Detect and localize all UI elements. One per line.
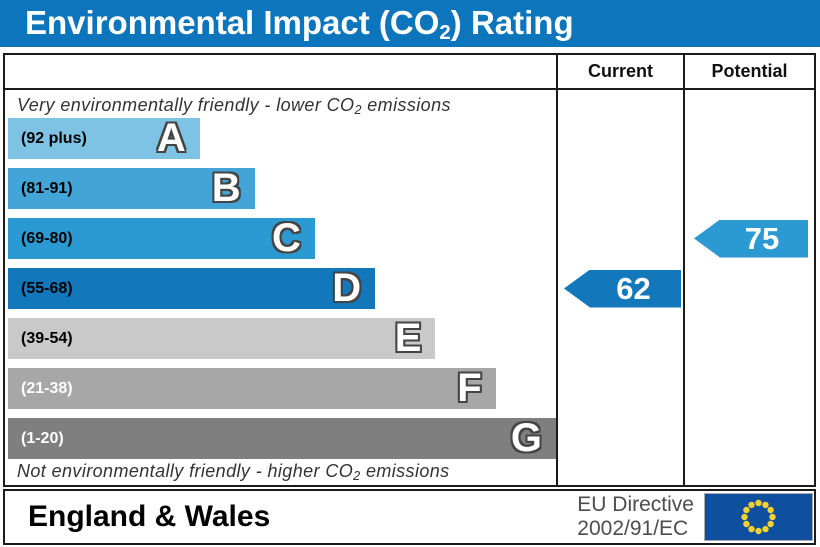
band-range-label: (92 plus) bbox=[21, 129, 87, 147]
current-rating-arrow: 62 bbox=[564, 269, 681, 308]
bottom-annotation: Not environmentally friendly - higher CO… bbox=[17, 461, 450, 483]
column-divider-potential bbox=[683, 55, 685, 485]
co2-subscript: 2 bbox=[354, 102, 362, 117]
top-annotation: Very environmentally friendly - lower CO… bbox=[17, 95, 451, 117]
column-header-potential: Potential bbox=[711, 61, 788, 81]
title-bar: Environmental Impact (CO2) Rating bbox=[0, 0, 820, 47]
potential-rating-arrow: 75 bbox=[694, 219, 808, 258]
bottom-annotation-text: Not environmentally friendly - higher CO bbox=[17, 461, 354, 481]
band-f: (21-38) F bbox=[8, 368, 496, 409]
co2-subscript: 2 bbox=[439, 20, 451, 44]
co2-subscript: 2 bbox=[353, 468, 361, 483]
band-letter: F bbox=[457, 366, 482, 410]
band-letter: A bbox=[156, 116, 186, 160]
page-title: Environmental Impact (CO2) Rating bbox=[25, 0, 574, 47]
top-annotation-text-end: emissions bbox=[361, 95, 451, 115]
eu-directive-line2: 2002/91/EC bbox=[577, 517, 689, 540]
bands: (92 plus) A (81-91) B (69-80) C (55-68) D (39-54… bbox=[8, 90, 556, 485]
band-letter: E bbox=[394, 316, 422, 360]
eu-directive-text: EU Directive 2002/91/EC bbox=[577, 493, 704, 540]
band-range-label: (69-80) bbox=[21, 229, 73, 247]
top-annotation-text: Very environmentally friendly - lower CO bbox=[17, 95, 355, 115]
footer: England & Wales EU Directive 2002/91/EC bbox=[3, 489, 816, 545]
band-letter: C bbox=[271, 216, 301, 260]
eu-flag-stars bbox=[741, 499, 776, 535]
page-title-text-end: ) Rating bbox=[450, 4, 574, 41]
band-range-label: (21-38) bbox=[21, 379, 73, 397]
band-d: (55-68) D bbox=[8, 266, 376, 310]
column-header-current: Current bbox=[587, 61, 653, 81]
band-range-label: (1-20) bbox=[21, 429, 64, 447]
bands-column: Very environmentally friendly - lower CO… bbox=[5, 90, 556, 485]
header-divider-line bbox=[5, 88, 814, 90]
region-title: England & Wales bbox=[28, 500, 271, 533]
band-letter: D bbox=[332, 266, 362, 310]
page-title-text: Environmental Impact (CO bbox=[25, 4, 440, 41]
column-divider-current bbox=[556, 55, 558, 485]
bottom-annotation-text-end: emissions bbox=[360, 461, 450, 481]
band-letter: G bbox=[510, 416, 542, 460]
rating-table: Current Potential Very environmentally f… bbox=[3, 53, 816, 487]
star-circle bbox=[741, 499, 776, 535]
eu-flag bbox=[704, 493, 813, 541]
band-e: (39-54) E bbox=[8, 316, 436, 360]
band-b: (81-91) B bbox=[8, 168, 255, 209]
band-range-label: (39-54) bbox=[21, 329, 73, 347]
band-range-label: (55-68) bbox=[21, 279, 73, 297]
eu-directive-line1: EU Directive bbox=[577, 493, 694, 517]
band-letter: B bbox=[211, 166, 241, 210]
band-g: (1-20) G bbox=[8, 418, 556, 459]
band-a: (92 plus) A bbox=[8, 118, 200, 159]
band-range-label: (81-91) bbox=[21, 179, 73, 197]
band-c: (69-80) C bbox=[8, 218, 315, 259]
